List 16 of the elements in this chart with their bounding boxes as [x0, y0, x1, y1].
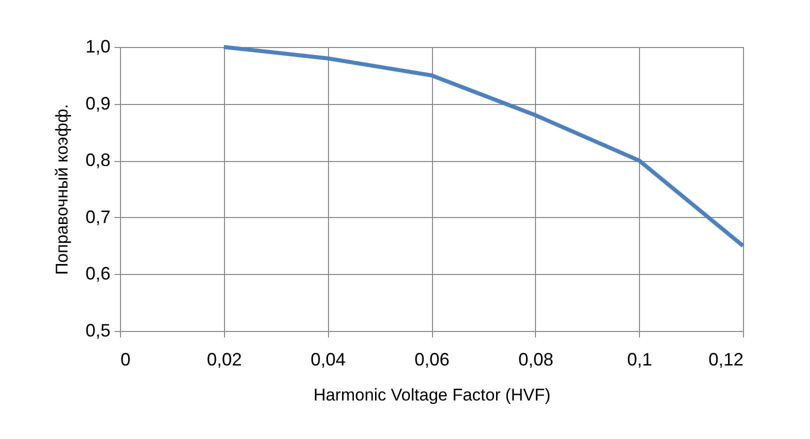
- x-tick-label: 0,08: [518, 350, 554, 370]
- x-axis-title: Harmonic Voltage Factor (HVF): [313, 386, 551, 404]
- x-tick-label: 0,06: [414, 350, 450, 370]
- x-tick-label: 0,1: [627, 350, 652, 370]
- x-tick-label: 0,02: [206, 350, 242, 370]
- line-series: [222, 45, 745, 248]
- y-tick-label: 0,5: [85, 320, 110, 340]
- y-tick-label: 0,7: [85, 206, 110, 227]
- y-tick-label: 0,8: [85, 150, 110, 170]
- y-tick-label: 1,0: [85, 36, 110, 56]
- y-tick-label: 0,6: [85, 264, 110, 284]
- x-tick-label: 0,12: [708, 350, 744, 370]
- y-tick-label: 0,9: [85, 93, 110, 114]
- y-axis-title: Поправочный коэфф.: [52, 104, 72, 275]
- x-tick-label: 0: [120, 350, 131, 370]
- x-tick-label: 0,04: [310, 350, 346, 370]
